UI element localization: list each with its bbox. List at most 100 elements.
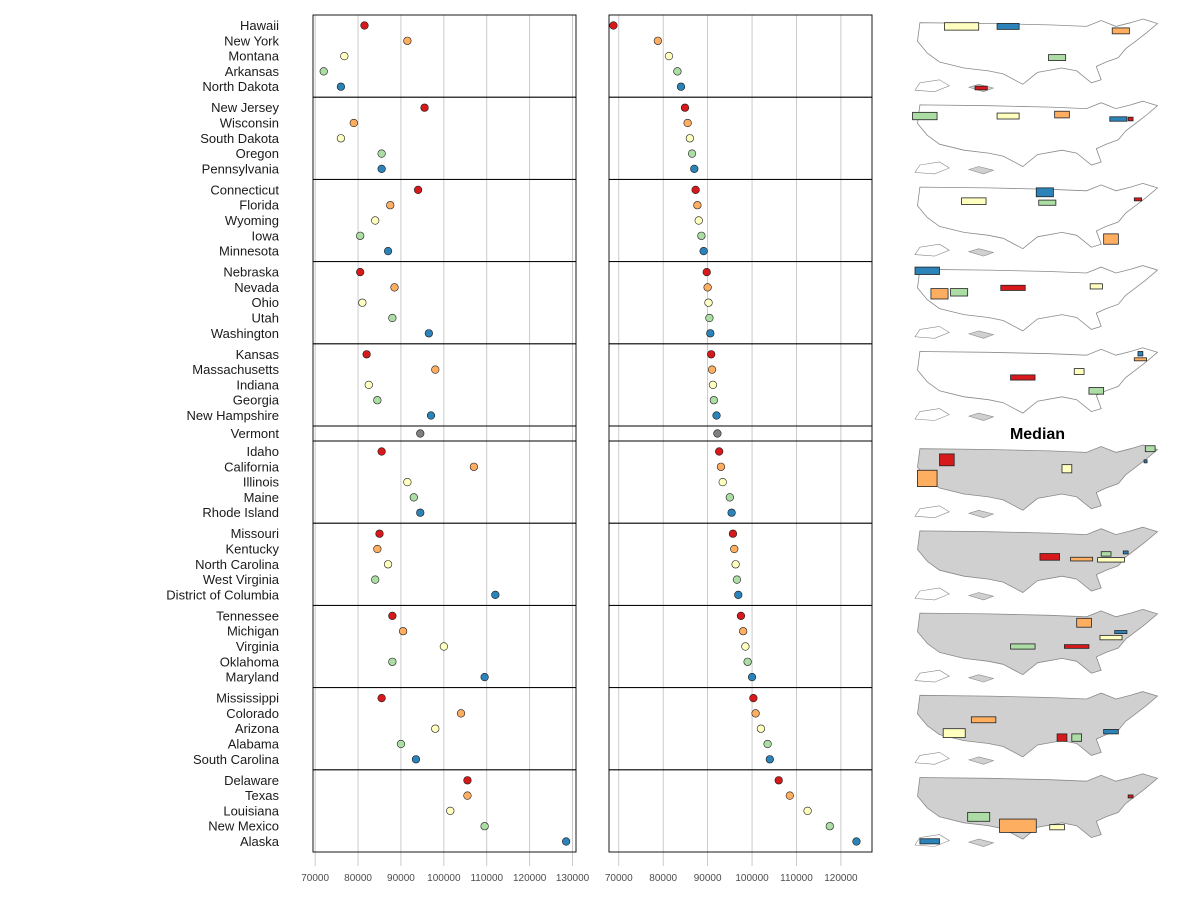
state-label: New York xyxy=(224,33,279,48)
dot-panel-2 xyxy=(785,791,794,800)
dot-panel-2 xyxy=(676,82,686,91)
dot-panel-2 xyxy=(803,806,812,816)
dot-panel-1 xyxy=(356,268,365,277)
state-label: Indiana xyxy=(236,377,279,392)
hawaii-inset xyxy=(967,674,995,683)
map-state-highlight xyxy=(919,838,940,845)
map-state-highlight xyxy=(1054,110,1070,119)
dot-panel-1 xyxy=(388,313,397,323)
dot-panel-2 xyxy=(703,283,712,292)
dot-panel-1 xyxy=(364,380,373,390)
map-state-highlight xyxy=(1088,387,1105,395)
dot-panel-1 xyxy=(319,67,328,76)
state-label: Utah xyxy=(252,311,279,326)
dot-panel-1 xyxy=(463,791,472,800)
dot-panel-1 xyxy=(371,575,380,584)
dot-panel-2 xyxy=(728,529,738,538)
dot-panel-1 xyxy=(377,164,386,173)
dot-panel-1 xyxy=(377,447,386,456)
map-state-highlight xyxy=(944,22,980,31)
map-state-highlight xyxy=(917,469,938,487)
map-state-highlight xyxy=(1127,794,1134,799)
group-panel-frame xyxy=(312,687,577,771)
state-label: Iowa xyxy=(252,228,280,243)
dot-panel-1 xyxy=(431,724,440,733)
panel-2-dotplot: 70000 80000 90000 100000 110000 120000 xyxy=(605,14,873,884)
state-label: Illinois xyxy=(243,475,280,490)
map-state-highlight xyxy=(967,811,991,822)
x-tick-label: 80000 xyxy=(344,873,372,884)
state-label: Louisiana xyxy=(223,803,279,818)
dot-panel-1 xyxy=(336,82,345,91)
map-state-highlight xyxy=(1038,199,1057,206)
dot-panel-2 xyxy=(747,672,757,682)
dot-panel-1 xyxy=(426,411,436,420)
map-state-highlight xyxy=(1127,116,1134,122)
usa-outline-map xyxy=(917,444,1159,511)
dot-panel-2 xyxy=(765,755,774,764)
map-state-highlight xyxy=(974,85,988,91)
usa-outline-map xyxy=(917,347,1159,414)
x-tick-label: 110000 xyxy=(470,873,503,884)
group-panel-frame xyxy=(608,96,873,180)
group-panel-frame xyxy=(608,440,873,524)
state-label: West Virginia xyxy=(203,572,280,587)
usa-outline-map xyxy=(917,265,1159,332)
map-state-highlight xyxy=(1133,357,1147,362)
dot-panel-1 xyxy=(396,739,406,749)
state-label: New Jersey xyxy=(211,100,279,115)
map-state-highlight xyxy=(1099,634,1123,641)
state-label: Rhode Island xyxy=(202,505,279,520)
dot-panel-1 xyxy=(377,693,386,703)
dot-panel-2 xyxy=(709,396,718,405)
dot-panel-2 xyxy=(707,350,716,359)
dot-panel-2 xyxy=(751,709,760,718)
map-state-highlight xyxy=(942,728,966,739)
group-panel-frame xyxy=(312,440,577,524)
dot-panel-1 xyxy=(360,21,369,30)
group-panel-frame xyxy=(608,14,873,98)
map-state-highlight xyxy=(914,266,940,275)
dot-panel-1 xyxy=(362,350,371,359)
group-panel-frame xyxy=(312,261,577,345)
dot-panel-2 xyxy=(673,67,682,76)
state-label: Wyoming xyxy=(225,213,279,228)
usa-outline-map xyxy=(917,691,1159,758)
dot-panel-2 xyxy=(680,103,690,112)
map-state-highlight xyxy=(939,453,955,467)
hawaii-inset xyxy=(967,509,995,519)
state-label: Michigan xyxy=(227,624,279,639)
dot-panel-1 xyxy=(358,298,367,307)
state-label: Washington xyxy=(211,326,279,341)
dot-panel-1 xyxy=(480,672,489,682)
dot-panel-1 xyxy=(424,329,433,338)
hawaii-inset xyxy=(967,248,995,257)
dot-panel-1 xyxy=(491,590,500,600)
alaska-inset xyxy=(914,161,950,175)
hawaii-inset xyxy=(967,592,995,601)
dot-panel-1 xyxy=(403,478,412,487)
state-label: Connecticut xyxy=(210,182,279,197)
dot-panel-1 xyxy=(336,134,345,143)
hawaii-inset xyxy=(967,166,995,175)
dot-panel-2 xyxy=(712,411,721,420)
dot-panel-2 xyxy=(685,134,694,143)
map-state-highlight xyxy=(970,716,997,724)
state-label: Georgia xyxy=(233,393,280,408)
map-state-highlight xyxy=(1056,733,1068,742)
map-state-highlight xyxy=(1109,116,1128,122)
dot-panel-2 xyxy=(825,822,834,831)
map-state-highlight xyxy=(1010,643,1036,650)
dot-panel-2 xyxy=(718,478,727,487)
map-state-highlight xyxy=(1010,374,1036,381)
dot-panel-1 xyxy=(349,118,358,128)
map-state-highlight xyxy=(1122,550,1129,555)
map-state-highlight xyxy=(1071,733,1083,742)
usa-outline-map xyxy=(917,18,1159,85)
alaska-inset xyxy=(914,587,950,601)
x-tick-label: 120000 xyxy=(513,873,547,884)
group-panel-frame xyxy=(608,425,873,442)
hawaii-inset xyxy=(967,412,995,421)
x-tick-label: 110000 xyxy=(780,873,813,884)
